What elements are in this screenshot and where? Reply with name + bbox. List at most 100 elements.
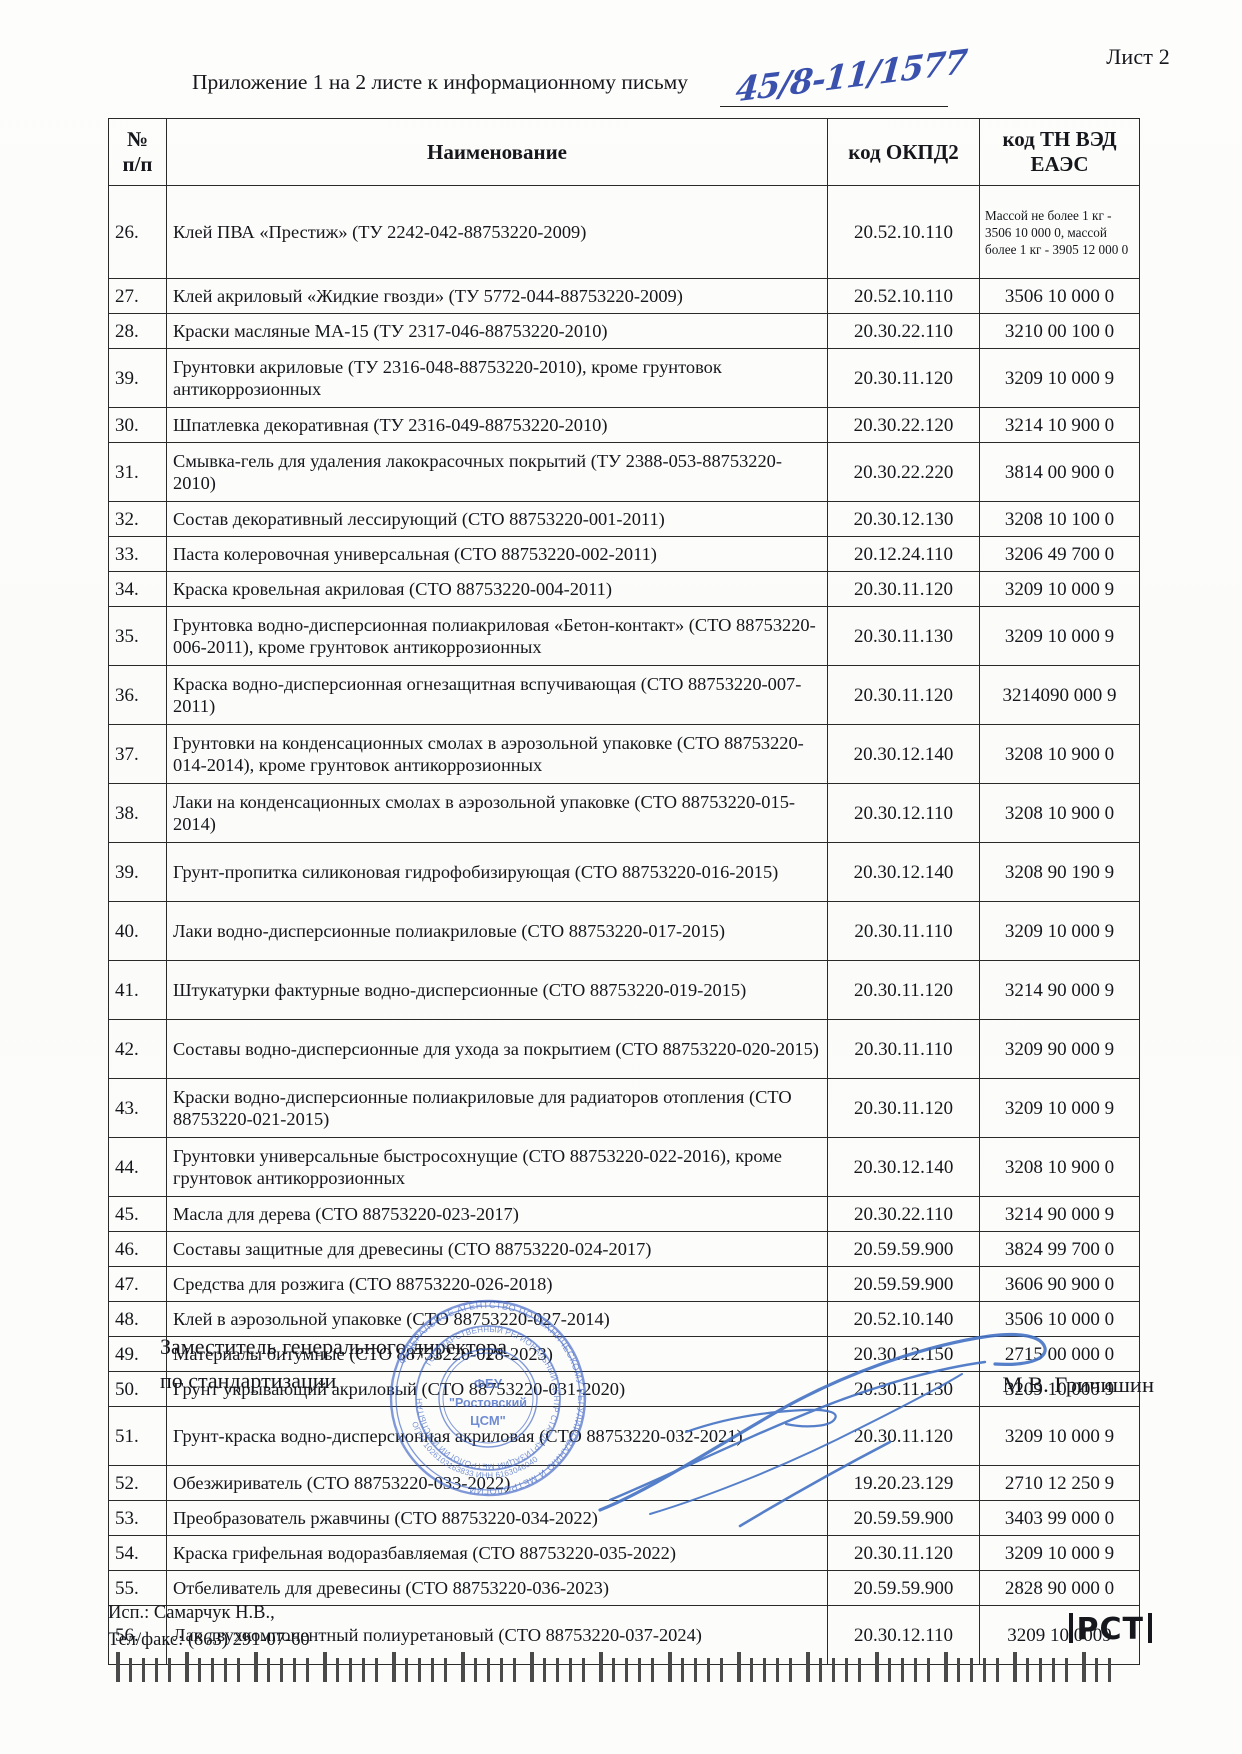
row-product-name: Шпатлевка декоративная (ТУ 2316-049-8875… [166, 407, 828, 444]
row-okpd2-code: 20.30.12.140 [827, 724, 980, 785]
row-okpd2-code: 20.59.59.900 [827, 1500, 980, 1537]
row-number: 55. [108, 1570, 167, 1607]
table-row: 40. Лаки водно-дисперсионные полиакриловы… [108, 901, 1140, 962]
table-header: № п/п Наименование код ОКПД2 код ТН ВЭД … [108, 117, 1140, 187]
table-row: 53. Преобразователь ржавчины (СТО 8875322… [108, 1500, 1140, 1537]
column-header-number-line2: п/п [122, 152, 153, 177]
row-tnved-code: 3824 99 700 0 [979, 1231, 1140, 1268]
table-row: 35. Грунтовка водно-дисперсионная полиакр… [108, 606, 1140, 667]
table-row: 26. Клей ПВА «Престиж» (ТУ 2242-042-88753… [108, 185, 1140, 280]
column-header-tnved-line2: ЕАЭС [1030, 152, 1089, 177]
row-okpd2-code: 20.30.11.120 [827, 960, 980, 1021]
table-row: 47. Средства для розжига (СТО 88753220-02… [108, 1266, 1140, 1303]
table-row: 42. Составы водно-дисперсионные для ухода… [108, 1019, 1140, 1080]
row-number: 54. [108, 1535, 167, 1572]
appendix-title: Приложение 1 на 2 листе к информационном… [192, 70, 689, 94]
row-product-name: Лаки водно-дисперсионные полиакриловые (… [166, 901, 828, 962]
row-number: 34. [108, 571, 167, 608]
row-number: 39. [108, 842, 167, 903]
row-tnved-code: 3814 00 900 0 [979, 442, 1140, 503]
column-header-tnved-line1: код ТН ВЭД [1002, 127, 1117, 151]
signatory-title-line1: Заместитель генерального директора [160, 1334, 508, 1359]
phone-fax: Тел/факс: (863) 291-07-60 [108, 1629, 310, 1650]
table-row: 54. Краска грифельная водоразбавляемая (С… [108, 1535, 1140, 1572]
row-okpd2-code: 20.30.11.130 [827, 606, 980, 667]
table-row: 38. Лаки на конденсационных смолах в аэро… [108, 783, 1140, 844]
row-number: 50. [108, 1371, 167, 1408]
row-product-name: Состав декоративный лессирующий (СТО 887… [166, 501, 828, 538]
table-row: 34. Краска кровельная акриловая (СТО 8875… [108, 571, 1140, 608]
table-row: 33. Паста колеровочная универсальная (СТО… [108, 536, 1140, 573]
row-tnved-code: 3208 10 900 0 [979, 783, 1140, 844]
signatory-title-line2: по стандартизации [160, 1368, 337, 1394]
row-okpd2-code: 20.30.11.120 [827, 1406, 980, 1467]
row-number: 33. [108, 536, 167, 573]
row-number: 39. [108, 348, 167, 409]
table-row: 27. Клей акриловый «Жидкие гвозди» (ТУ 57… [108, 278, 1140, 315]
row-product-name: Обезжириватель (СТО 88753220-033-2022) [166, 1465, 828, 1502]
row-product-name: Грунт-пропитка силиконовая гидрофобизиру… [166, 842, 828, 903]
row-number: 43. [108, 1078, 167, 1139]
table-row: 39. Грунт-пропитка силиконовая гидрофобиз… [108, 842, 1140, 903]
row-number: 51. [108, 1406, 167, 1467]
row-okpd2-code: 20.30.11.120 [827, 1078, 980, 1139]
column-header-name: Наименование [166, 117, 828, 187]
handwritten-reference-number: 45/8-11/1577 [734, 41, 969, 110]
row-product-name: Краска водно-дисперсионная огнезащитная … [166, 665, 828, 726]
row-tnved-code: 3214 10 900 0 [979, 407, 1140, 444]
row-okpd2-code: 20.30.11.110 [827, 1019, 980, 1080]
row-number: 38. [108, 783, 167, 844]
row-okpd2-code: 20.52.10.110 [827, 185, 980, 280]
row-tnved-code: 2828 90 000 0 [979, 1570, 1140, 1607]
row-okpd2-code: 20.59.59.900 [827, 1266, 980, 1303]
row-tnved-code: 3209 90 000 9 [979, 1019, 1140, 1080]
row-okpd2-code: 20.30.11.120 [827, 1535, 980, 1572]
row-number: 42. [108, 1019, 167, 1080]
row-number: 27. [108, 278, 167, 315]
row-number: 49. [108, 1336, 167, 1373]
row-number: 52. [108, 1465, 167, 1502]
row-product-name: Составы защитные для древесины (СТО 8875… [166, 1231, 828, 1268]
row-product-name: Грунт-краска водно-дисперсионная акрилов… [166, 1406, 828, 1467]
row-number: 35. [108, 606, 167, 667]
products-table: № п/п Наименование код ОКПД2 код ТН ВЭД … [108, 117, 1140, 1666]
row-okpd2-code: 20.30.22.220 [827, 442, 980, 503]
row-number: 30. [108, 407, 167, 444]
table-row: 51. Грунт-краска водно-дисперсионная акри… [108, 1406, 1140, 1467]
row-number: 36. [108, 665, 167, 726]
row-product-name: Средства для розжига (СТО 88753220-026-2… [166, 1266, 828, 1303]
footer-contact-block: Исп.: Самарчук Н.В., Тел/факс: (863) 291… [108, 1600, 310, 1654]
sheet-number: Лист 2 [1106, 44, 1170, 69]
row-product-name: Составы водно-дисперсионные для ухода за… [166, 1019, 828, 1080]
row-okpd2-code: 20.30.11.120 [827, 571, 980, 608]
row-tnved-code: 3214090 000 9 [979, 665, 1140, 726]
signatory-name: М.В. Гричишин [1002, 1372, 1154, 1397]
row-tnved-code: 3214 90 000 9 [979, 1196, 1140, 1233]
row-number: 32. [108, 501, 167, 538]
row-tnved-code: 3403 99 000 0 [979, 1500, 1140, 1537]
row-product-name: Грунтовки универсальные быстросохнущие (… [166, 1137, 828, 1198]
table-row: 52. Обезжириватель (СТО 88753220-033-2022… [108, 1465, 1140, 1502]
row-okpd2-code: 20.12.24.110 [827, 536, 980, 573]
table-row: 36. Краска водно-дисперсионная огнезащитн… [108, 665, 1140, 726]
table-row: 32. Состав декоративный лессирующий (СТО … [108, 501, 1140, 538]
row-number: 45. [108, 1196, 167, 1233]
row-number: 47. [108, 1266, 167, 1303]
row-product-name: Краска кровельная акриловая (СТО 8875322… [166, 571, 828, 608]
table-header-row: № п/п Наименование код ОКПД2 код ТН ВЭД … [108, 117, 1140, 187]
signature-title-block: Заместитель генерального директора по ст… [160, 1330, 507, 1398]
rst-bar-right [1148, 1613, 1152, 1643]
row-product-name: Лаки на конденсационных смолах в аэрозол… [166, 783, 828, 844]
row-okpd2-code: 20.30.22.110 [827, 1196, 980, 1233]
row-number: 37. [108, 724, 167, 785]
row-product-name: Грунтовка водно-дисперсионная полиакрило… [166, 606, 828, 667]
row-tnved-code: 3206 49 700 0 [979, 536, 1140, 573]
row-okpd2-code: 20.30.11.120 [827, 348, 980, 409]
row-tnved-code: 2715 00 000 0 [979, 1336, 1140, 1373]
row-number: 53. [108, 1500, 167, 1537]
table-body: 26. Клей ПВА «Престиж» (ТУ 2242-042-88753… [108, 185, 1140, 1666]
row-okpd2-code: 20.59.59.900 [827, 1231, 980, 1268]
table-row: 41. Штукатурки фактурные водно-дисперсион… [108, 960, 1140, 1021]
row-product-name: Смывка-гель для удаления лакокрасочных п… [166, 442, 828, 503]
